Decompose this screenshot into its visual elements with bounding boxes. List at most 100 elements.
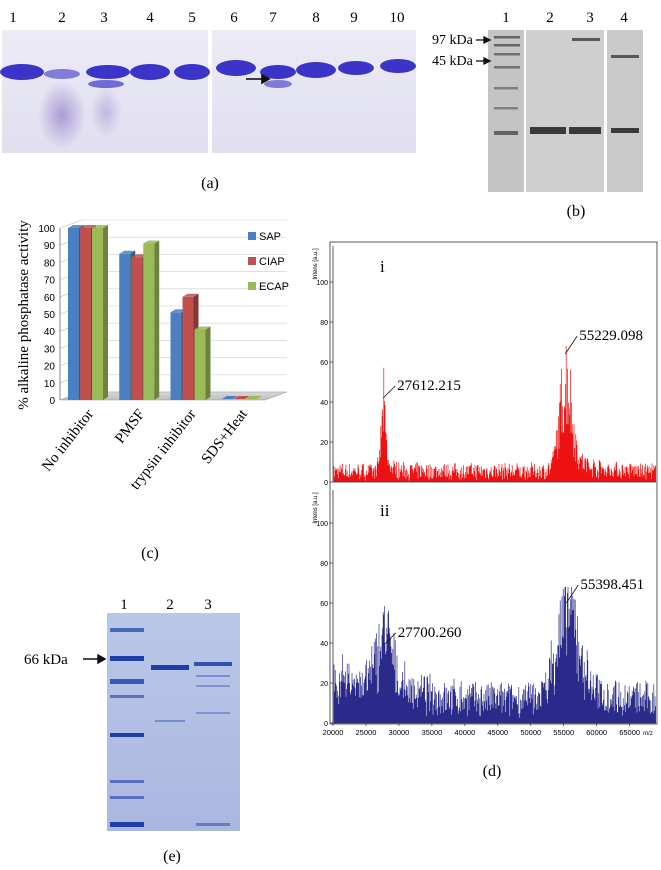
y-axis-title: % alkaline phosphatase activity (16, 220, 32, 410)
y-tick-label: 80 (320, 320, 328, 327)
peak-label: 55398.451 (580, 577, 644, 593)
panel-caption-b: (b) (567, 203, 586, 220)
legend-swatch (248, 282, 256, 290)
y-tick-label: 0 (49, 396, 55, 407)
arrow-icon (83, 653, 107, 665)
legend-swatch (248, 257, 256, 265)
gel-image-b-3 (607, 30, 643, 192)
peak-leader (382, 385, 396, 399)
lane-label: 2 (166, 597, 174, 613)
gel-image-e (107, 613, 240, 831)
y-tick-label: 40 (320, 400, 328, 407)
peak-leader (566, 584, 579, 604)
y-tick-label: 20 (44, 362, 56, 373)
x-tick-label: 65000 (619, 728, 640, 737)
x-tick-label: 50000 (520, 728, 541, 737)
y-tick-label: 40 (44, 327, 56, 338)
bar-side (103, 225, 108, 400)
gel-image-b-1 (488, 30, 524, 192)
y-tick-label: 30 (44, 344, 56, 355)
peak-label: 27700.260 (398, 625, 462, 641)
bar-sap (221, 396, 238, 399)
lane-label: 5 (188, 10, 196, 26)
y-tick-label: 70 (44, 276, 56, 287)
lane-label: 3 (100, 10, 108, 26)
x-tick-label: 25000 (356, 728, 377, 737)
marker-label-97kda: 97 kDa (432, 33, 474, 48)
bar-front (92, 228, 103, 400)
bar-front (131, 257, 143, 400)
bar-ecap (245, 396, 262, 399)
lane-label: 4 (146, 10, 154, 26)
x-tick-label: PMSF (112, 407, 148, 447)
x-tick-label: 40000 (454, 728, 475, 737)
x-tick-label: 55000 (553, 728, 574, 737)
panel-a: 1 2 3 4 5 6 7 8 9 10 (0, 10, 416, 192)
lane-label: 2 (58, 10, 66, 26)
bar-front (182, 296, 194, 400)
y-tick-label: 0 (324, 480, 328, 487)
legend-label: CIAP (259, 256, 285, 268)
panel-caption-a: (a) (201, 175, 219, 192)
lane-label: 4 (620, 10, 628, 26)
gel-image-a-right (212, 30, 416, 153)
bar-top (119, 250, 136, 254)
bar-front (194, 329, 206, 400)
grid-line-diag (59, 219, 83, 229)
bar-front (170, 312, 182, 400)
bar-top (143, 240, 160, 244)
gel-bands-e (110, 628, 232, 827)
y-tick-label: 100 (316, 521, 328, 528)
peak-label: 55229.098 (579, 328, 643, 344)
lane-label: 10 (390, 10, 405, 26)
lane-label: 3 (204, 597, 212, 613)
y-tick-label: 20 (320, 681, 328, 688)
gel-smears-a (38, 81, 122, 149)
y-tick-label: 80 (320, 561, 328, 568)
marker-label-45kda: 45 kDa (432, 54, 474, 69)
lane-label: 1 (120, 597, 128, 613)
y-tick-label: 80 (44, 258, 56, 269)
x-tick-label: SDS+Heat (199, 406, 252, 467)
x-tick-label: 35000 (421, 728, 442, 737)
y-tick-label: 50 (44, 310, 56, 321)
bar-side (205, 326, 211, 400)
y-tick-label: 60 (44, 293, 56, 304)
bar-top (68, 225, 84, 228)
y-tick-label: 90 (44, 241, 56, 252)
peak-leader (564, 335, 578, 355)
x-tick-label: No inhibitor (39, 407, 97, 475)
spectrum-trace (333, 346, 656, 482)
x-tick-label: 20000 (323, 728, 344, 737)
marker-label-66kda: 66 kDa (24, 652, 68, 668)
bar-side (154, 240, 160, 400)
peak-label: 27612.215 (397, 378, 461, 394)
x-tick-label: 60000 (586, 728, 607, 737)
panel-b: 1 2 3 4 97 kDa 45 kDa (432, 10, 643, 220)
bar-top (194, 326, 211, 330)
arrow-icon (476, 35, 492, 66)
peak-leader (383, 632, 397, 646)
panel-e: 1 2 3 66 kDa (e) (24, 597, 240, 865)
bar-front (143, 243, 155, 400)
bar-flat (245, 396, 262, 399)
bar-ecap (194, 326, 211, 400)
panel-e-lane-labels: 1 2 3 (120, 597, 212, 613)
x-axis-unit: m/z (643, 731, 653, 737)
bar-flat (233, 396, 250, 399)
gel-image-b-2 (526, 30, 604, 192)
legend-swatch (248, 232, 256, 240)
panel-caption-c: (c) (141, 545, 159, 562)
y-tick-label: 100 (316, 280, 328, 287)
arrow-icon (246, 73, 271, 85)
y-tick-label: 20 (320, 440, 328, 447)
y-tick-label: 100 (38, 224, 55, 235)
panel-caption-e: (e) (163, 848, 181, 865)
panel-c: % alkaline phosphatase activity 0 10 20 30 4… (16, 219, 289, 562)
